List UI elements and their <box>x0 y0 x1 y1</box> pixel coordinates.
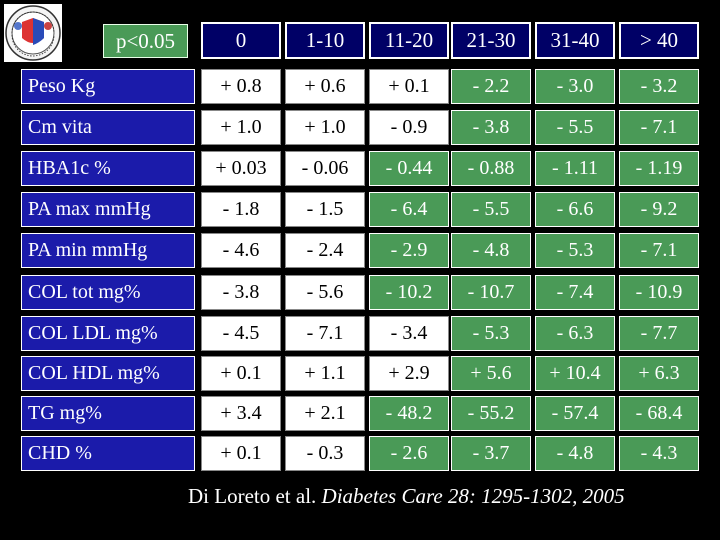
table-cell: - 3.8 <box>451 110 531 145</box>
table-cell: - 10.9 <box>619 275 699 310</box>
column-header: > 40 <box>619 22 699 59</box>
table-cell: - 4.3 <box>619 436 699 471</box>
table-cell: - 3.8 <box>201 275 281 310</box>
table-cell: - 2.9 <box>369 233 449 268</box>
table-cell: - 7.7 <box>619 316 699 351</box>
row-label: PA min mmHg <box>21 233 195 268</box>
row-label: CHD % <box>21 436 195 471</box>
table-cell: - 55.2 <box>451 396 531 431</box>
table-cell: - 5.6 <box>285 275 365 310</box>
table-cell: - 10.7 <box>451 275 531 310</box>
table-cell: - 0.88 <box>451 151 531 186</box>
table-cell: + 0.1 <box>201 436 281 471</box>
table-cell: - 1.8 <box>201 192 281 227</box>
citation: Di Loreto et al. Diabetes Care 28: 1295-… <box>188 484 625 509</box>
column-header: 1-10 <box>285 22 365 59</box>
column-header: 11-20 <box>369 22 449 59</box>
table-cell: - 4.6 <box>201 233 281 268</box>
table-cell: - 0.06 <box>285 151 365 186</box>
table-cell: - 7.1 <box>619 233 699 268</box>
table-cell: - 2.4 <box>285 233 365 268</box>
column-header: 0 <box>201 22 281 59</box>
table-cell: - 6.4 <box>369 192 449 227</box>
table-cell: - 6.6 <box>535 192 615 227</box>
row-label: COL HDL mg% <box>21 356 195 391</box>
table-cell: - 5.3 <box>535 233 615 268</box>
table-cell: + 2.1 <box>285 396 365 431</box>
column-header: 31-40 <box>535 22 615 59</box>
university-seal-logo <box>4 4 62 62</box>
citation-authors: Di Loreto et al. <box>188 484 317 508</box>
table-cell: - 5.3 <box>451 316 531 351</box>
table-cell: - 68.4 <box>619 396 699 431</box>
table-cell: - 48.2 <box>369 396 449 431</box>
table-cell: - 9.2 <box>619 192 699 227</box>
table-cell: - 4.5 <box>201 316 281 351</box>
table-cell: - 0.9 <box>369 110 449 145</box>
row-label: COL LDL mg% <box>21 316 195 351</box>
table-cell: - 1.11 <box>535 151 615 186</box>
table-cell: + 0.8 <box>201 69 281 104</box>
table-cell: - 4.8 <box>451 233 531 268</box>
table-cell: - 5.5 <box>451 192 531 227</box>
table-cell: + 0.6 <box>285 69 365 104</box>
citation-journal: Diabetes Care 28: 1295-1302, 2005 <box>321 484 625 508</box>
table-cell: + 6.3 <box>619 356 699 391</box>
table-cell: - 1.19 <box>619 151 699 186</box>
table-cell: - 7.1 <box>619 110 699 145</box>
table-cell: - 2.2 <box>451 69 531 104</box>
row-label: PA max mmHg <box>21 192 195 227</box>
table-cell: - 3.2 <box>619 69 699 104</box>
table-cell: - 10.2 <box>369 275 449 310</box>
table-cell: + 1.1 <box>285 356 365 391</box>
row-label: Cm vita <box>21 110 195 145</box>
row-label: Peso Kg <box>21 69 195 104</box>
table-cell: + 1.0 <box>201 110 281 145</box>
table-cell: + 3.4 <box>201 396 281 431</box>
table-cell: + 5.6 <box>451 356 531 391</box>
table-cell: - 1.5 <box>285 192 365 227</box>
significance-legend: p<0.05 <box>103 24 188 58</box>
table-cell: - 0.3 <box>285 436 365 471</box>
table-cell: - 5.5 <box>535 110 615 145</box>
table-cell: - 3.7 <box>451 436 531 471</box>
table-cell: - 4.8 <box>535 436 615 471</box>
row-label: HBA1c % <box>21 151 195 186</box>
table-cell: - 0.44 <box>369 151 449 186</box>
table-cell: - 3.0 <box>535 69 615 104</box>
row-label: COL tot mg% <box>21 275 195 310</box>
table-cell: - 3.4 <box>369 316 449 351</box>
table-cell: - 7.1 <box>285 316 365 351</box>
table-cell: - 6.3 <box>535 316 615 351</box>
column-header: 21-30 <box>451 22 531 59</box>
table-cell: - 2.6 <box>369 436 449 471</box>
table-cell: - 7.4 <box>535 275 615 310</box>
table-cell: + 1.0 <box>285 110 365 145</box>
table-cell: + 10.4 <box>535 356 615 391</box>
table-cell: - 57.4 <box>535 396 615 431</box>
table-cell: + 2.9 <box>369 356 449 391</box>
table-cell: + 0.03 <box>201 151 281 186</box>
table-cell: + 0.1 <box>369 69 449 104</box>
row-label: TG mg% <box>21 396 195 431</box>
table-cell: + 0.1 <box>201 356 281 391</box>
